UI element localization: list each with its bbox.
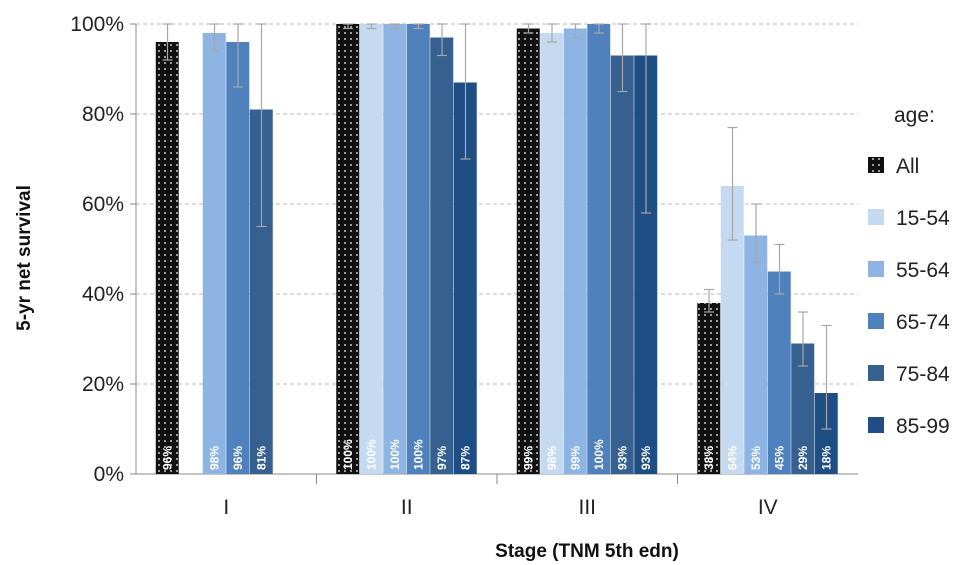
x-tick-label: III (578, 496, 596, 519)
data-label: 100% (341, 439, 355, 470)
legend-title: age: (894, 104, 935, 127)
data-label: 87% (459, 446, 473, 470)
legend-swatch (868, 417, 884, 433)
y-tick-label: 0% (94, 463, 124, 486)
error-bar (617, 23, 628, 93)
bar (406, 24, 430, 474)
bar (744, 235, 768, 474)
error-bar (547, 23, 557, 43)
bar (814, 393, 838, 474)
error-bar (209, 23, 220, 52)
data-label: 100% (365, 439, 379, 470)
error-bar (570, 23, 581, 39)
error-bar (821, 324, 832, 430)
y-tick-label: 100% (70, 13, 124, 36)
bar (202, 33, 226, 474)
bar (226, 42, 250, 474)
bar (634, 55, 658, 474)
error-bar (162, 23, 173, 61)
data-label: 38% (702, 446, 716, 470)
data-label: 93% (639, 446, 653, 470)
bar (610, 55, 634, 474)
bar (383, 24, 407, 474)
y-axis: 0% 20% 40% 60% 80% 100% (70, 13, 137, 486)
data-label: 45% (773, 446, 787, 470)
x-tick-label: IV (758, 496, 778, 519)
error-bar (413, 23, 424, 30)
bar (430, 37, 454, 474)
data-label: 96% (161, 446, 175, 470)
legend-swatch (868, 157, 884, 173)
error-bar (594, 23, 604, 34)
error-bar (751, 203, 761, 264)
y-axis-label: 5-yr net survival (14, 185, 35, 331)
bar (155, 42, 179, 474)
legend-swatch (868, 209, 884, 225)
legend-label: 15-54 (896, 207, 950, 230)
y-tick-label: 20% (82, 373, 124, 396)
bar (697, 303, 721, 474)
y-tick-label: 80% (82, 103, 124, 126)
bars: 96% 98% 96% 81% 100% 100% 100% 100% 97% 87% 99% 98%… (155, 23, 838, 474)
error-bar (704, 288, 714, 313)
bar (791, 343, 815, 474)
bar (359, 24, 383, 474)
y-tick-label: 60% (82, 193, 124, 216)
legend-swatch (868, 365, 884, 381)
data-label: 99% (522, 446, 536, 470)
error-bar (727, 126, 738, 241)
x-axis: I II III IV (136, 473, 858, 519)
error-bar (233, 23, 243, 88)
legend-label: All (896, 155, 919, 178)
error-bar (460, 23, 471, 160)
bar (587, 24, 611, 474)
legend-label: 85-99 (896, 415, 950, 438)
error-bar (343, 23, 353, 30)
data-label: 98% (545, 446, 559, 470)
legend-swatch (868, 261, 884, 277)
bar (540, 33, 564, 474)
legend-label: 75-84 (896, 363, 950, 386)
data-label: 100% (388, 439, 402, 470)
error-bar (523, 23, 534, 34)
data-label: 18% (820, 446, 834, 470)
legend: age: All 15-54 55-64 65-74 75-84 85-99 (868, 104, 950, 438)
bar (767, 271, 791, 474)
data-label: 53% (749, 446, 763, 470)
bar (563, 28, 587, 474)
error-bar (798, 311, 808, 367)
legend-label: 65-74 (896, 311, 950, 334)
legend-label: 55-64 (896, 259, 950, 282)
data-label: 93% (616, 446, 630, 470)
y-tick-label: 40% (82, 283, 124, 306)
bar (720, 186, 744, 474)
x-tick-label: I (223, 496, 229, 519)
x-axis-label: Stage (TNM 5th edn) (495, 541, 679, 562)
legend-swatch (868, 313, 884, 329)
bar (336, 24, 360, 474)
error-bar (256, 23, 267, 228)
error-bar (774, 243, 785, 295)
bar (453, 82, 477, 474)
bar (516, 28, 540, 474)
data-label: 64% (726, 446, 740, 470)
data-label: 100% (412, 439, 426, 470)
error-bar (437, 23, 447, 57)
error-bar (641, 23, 651, 214)
data-label: 97% (435, 446, 449, 470)
data-label: 81% (255, 446, 269, 470)
error-bar (366, 23, 377, 30)
bar (249, 109, 273, 474)
data-label: 100% (592, 439, 606, 470)
data-label: 29% (796, 446, 810, 470)
data-label: 96% (231, 446, 245, 470)
error-bar (390, 23, 400, 30)
data-label: 99% (569, 446, 583, 470)
data-label: 98% (208, 446, 222, 470)
x-tick-label: II (401, 496, 413, 519)
